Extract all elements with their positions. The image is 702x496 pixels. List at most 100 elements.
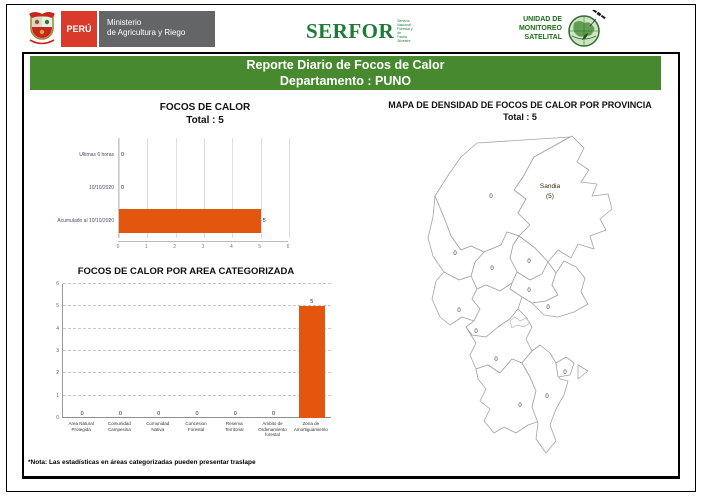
x-tick-label: 4 — [229, 244, 233, 250]
focos-plot: Ultimas 6 horas 0 10/10/2020 0 Acumulado al … — [57, 138, 290, 238]
province-value-label: 0 — [545, 394, 549, 400]
bar-rows: Ultimas 6 horas 0 10/10/2020 0 Acumulado al … — [57, 138, 289, 238]
bar-column: 0 — [216, 284, 254, 418]
province-value-label: 0 — [527, 288, 531, 294]
bar-column: 5 — [293, 284, 331, 418]
bar-value-label: 0 — [121, 184, 125, 191]
map-title-block: MAPA DE DENSIDAD DE FOCOS DE CALOR POR P… — [362, 99, 678, 123]
category-label: Area Natural Protegida — [68, 421, 94, 432]
bar-row: 10/10/2020 0 — [89, 171, 289, 204]
gridline-vertical — [119, 138, 120, 238]
province-shape-islet — [577, 364, 589, 380]
x-tick-label: 2 — [173, 244, 177, 250]
ministry-line1: Ministerio — [107, 18, 142, 27]
bar-value-label: 0 — [121, 151, 125, 158]
satellite-monitoring-globe-icon — [566, 8, 606, 48]
y-tick-label: 1 — [56, 392, 59, 399]
bar-value-label: 5 — [310, 299, 314, 306]
province-shape-sandia — [513, 135, 613, 263]
peru-coat-of-arms-icon — [27, 10, 57, 47]
areas-chart-title: FOCOS DE CALOR POR AREA CATEGORIZADA — [77, 266, 295, 277]
province-value-label: 0 — [527, 259, 531, 265]
bar-column: 0 — [63, 284, 101, 418]
focos-xaxis: 0 1 2 3 4 5 6 — [116, 241, 290, 250]
bar-row: Acumulado al 10/10/2020 5 — [57, 205, 289, 238]
y-tick-label: 5 — [56, 303, 59, 310]
category-label: Comunidad Campesina — [107, 421, 131, 432]
y-tick-label: 4 — [56, 325, 59, 332]
province-value-label: 0 — [518, 403, 522, 409]
bar — [119, 209, 261, 234]
province-value-label: 0 — [494, 357, 498, 363]
unit-line: SATELITAL — [524, 33, 562, 41]
gridline-vertical — [260, 138, 262, 238]
bar-value-label: 0 — [233, 411, 237, 417]
ministry-brand-box: Ministerio de Agricultura y Riego — [97, 11, 215, 47]
focos-chart-title-block: FOCOS DE CALOR Total : 5 — [110, 101, 300, 127]
focos-chart-total: Total : 5 — [186, 115, 224, 126]
monitoring-unit-label: UNIDAD DE MONITOREO SATELITAL — [498, 16, 562, 42]
map-total: Total : 5 — [503, 112, 537, 123]
x-tick-label: 1 — [144, 244, 148, 250]
serfor-subline: Nacional — [397, 22, 411, 27]
province-value-label: 0 — [457, 308, 461, 314]
bar-value-label: 0 — [80, 411, 84, 417]
gridline-horizontal — [63, 350, 331, 351]
province-shape-11 — [521, 344, 569, 454]
category-label: Zona de Amortiguamiento — [293, 421, 328, 432]
ministry-line2: de Agricultura y Riego — [107, 28, 186, 37]
bar-column: 0 — [178, 284, 216, 418]
serfor-logo: SERFOR Servicio Nacional Forestal y de F… — [306, 17, 416, 45]
bar — [298, 306, 325, 418]
province-shape-9 — [465, 308, 533, 374]
report-title-bar: Reporte Diario de Focos de Calor Departa… — [30, 56, 661, 90]
province-density-map: Sandia (5) 0 0 0 0 0 0 0 0 0 0 0 0 — [427, 135, 613, 454]
unit-line: UNIDAD DE — [523, 16, 562, 23]
focos-chart-title: FOCOS DE CALOR — [159, 102, 251, 113]
bar-row: Ultimas 6 horas 0 — [79, 138, 289, 171]
gridline-vertical — [147, 138, 149, 238]
footnote: *Nota: Las estadísticas en áreas categor… — [28, 459, 256, 466]
serfor-subline: Forestal y de — [397, 26, 413, 35]
gridline-vertical — [175, 138, 177, 238]
y-tick-label: 6 — [56, 281, 59, 287]
report-title-line1: Reporte Diario de Focos de Calor — [246, 58, 445, 72]
province-value-label: 0 — [546, 305, 550, 311]
bar-columns: 0 0 0 0 0 0 5 — [63, 284, 331, 418]
gridline-horizontal — [63, 372, 331, 374]
gridline-vertical — [204, 138, 205, 238]
category-label: Ambito de Ordenamiento forestal — [258, 421, 287, 438]
province-shape-10 — [475, 358, 541, 434]
bar-value-label: 0 — [272, 411, 276, 417]
bar-value-label: 0 — [118, 411, 122, 417]
x-tick-label: 0 — [116, 244, 120, 250]
highlighted-province-value: (5) — [546, 193, 554, 200]
gridline-vertical — [289, 138, 290, 238]
report-title-line2: Departamento : PUNO — [279, 74, 412, 88]
x-tick-label: 3 — [201, 244, 205, 250]
province-value-label: 0 — [453, 251, 457, 257]
x-tick-label: 6 — [286, 244, 290, 250]
bar-value-label: 0 — [195, 411, 199, 417]
bar-value-label: 0 — [157, 411, 161, 417]
y-tick-label: 2 — [56, 370, 59, 377]
unit-line: MONITOREO — [518, 24, 562, 32]
province-shape-4 — [427, 195, 485, 281]
peru-label: PERÚ — [66, 24, 92, 34]
page-border — [6, 4, 696, 492]
province-value-label: 0 — [474, 329, 478, 335]
gridline-vertical — [232, 138, 234, 238]
areas-plot: 0 1 2 3 4 5 6 0 0 0 0 0 0 5 — [56, 281, 331, 421]
province-shape-6 — [531, 260, 589, 318]
province-value-label: 0 — [490, 266, 494, 272]
map-title: MAPA DE DENSIDAD DE FOCOS DE CALOR POR P… — [388, 100, 652, 110]
y-tick-label: 3 — [56, 348, 59, 354]
peru-brand-box: PERÚ — [61, 11, 97, 47]
province-value-label: 0 — [489, 194, 493, 200]
bar-column: 0 — [254, 284, 292, 418]
gridline-horizontal — [63, 417, 331, 418]
category-label: Comunidad Nativa — [146, 421, 170, 432]
category-label: 10/10/2020 — [88, 184, 114, 191]
province-shape-12 — [555, 356, 575, 378]
